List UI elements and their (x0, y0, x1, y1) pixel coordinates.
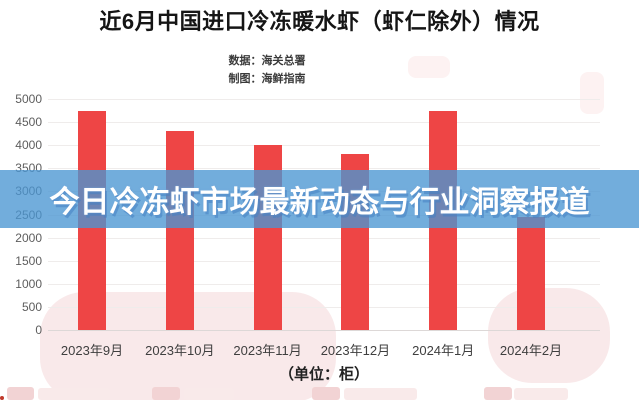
y-tick-label: 5000 (15, 92, 42, 106)
watermark-dot (0, 396, 4, 400)
gridline (48, 283, 600, 285)
gridline (48, 99, 600, 100)
bar-2023年10月 (165, 131, 194, 330)
watermark-block (7, 387, 34, 400)
watermark-block (312, 387, 340, 400)
watermark-block (152, 387, 180, 400)
gridline (48, 122, 600, 124)
watermark-block (184, 388, 234, 400)
y-tick-label: 2000 (15, 230, 42, 245)
watermark-block (484, 387, 512, 400)
watermark-block (514, 388, 568, 400)
watermark-smudge (580, 72, 604, 114)
watermark-smudge (408, 56, 450, 78)
chart-credit-line: 制图：海鲜指南 (228, 73, 306, 85)
y-tick-label: 4500 (15, 115, 42, 130)
y-tick-label: 500 (21, 299, 42, 314)
x-axis-line (48, 330, 600, 331)
gridline (48, 237, 600, 239)
overlay-banner: 今日冷冻虾市场最新动态与行业洞察报道 (0, 170, 639, 228)
y-tick-label: 0 (35, 323, 42, 337)
watermark-blob-right (488, 288, 610, 383)
y-tick-label: 4000 (15, 138, 42, 153)
gridline (48, 260, 600, 262)
x-tick-label: 2023年10月 (145, 343, 215, 358)
chart-title: 近6月中国进口冷冻暖水虾（虾仁除外）情况 (99, 9, 540, 34)
y-tick-label: 1000 (15, 276, 42, 291)
gridline (48, 145, 600, 147)
x-tick-label: 2024年2月 (499, 343, 563, 358)
gridline (48, 168, 600, 170)
watermark-block (38, 388, 110, 400)
x-tick-label: 2023年11月 (233, 343, 302, 358)
x-tick-label: 2024年1月 (412, 343, 475, 358)
overlay-headline: 今日冷冻虾市场最新动态与行业洞察报道 (49, 186, 590, 219)
x-tick-label: 2023年9月 (60, 343, 124, 358)
x-tick-label: 2023年12月 (320, 343, 391, 358)
watermark-block (344, 388, 417, 400)
unit-label: （单位：柜） (278, 366, 369, 383)
data-source-line: 数据：海关总署 (228, 55, 306, 67)
gridline (48, 306, 600, 308)
bar-2024年2月 (517, 216, 545, 330)
y-tick-label: 1500 (15, 253, 42, 268)
